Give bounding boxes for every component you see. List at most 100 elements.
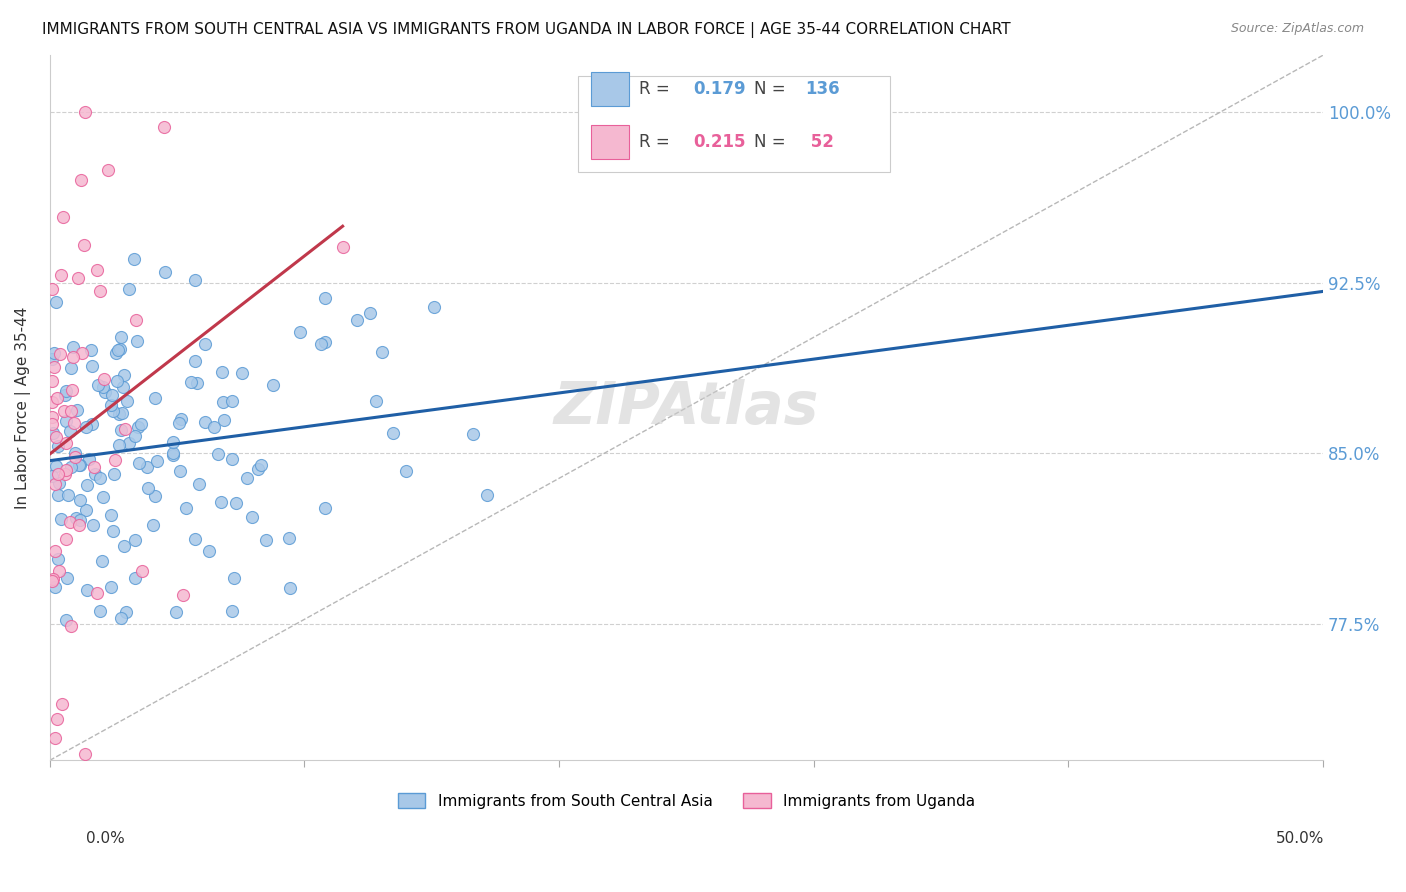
Point xyxy=(93,372,115,386)
Text: 0.0%: 0.0% xyxy=(86,831,125,846)
Point xyxy=(41,417,63,431)
Point xyxy=(80,417,103,432)
Point xyxy=(91,554,114,568)
Point xyxy=(277,531,299,545)
Point xyxy=(188,477,211,491)
Point xyxy=(97,163,120,178)
Point xyxy=(112,368,135,383)
Point xyxy=(115,394,138,409)
Point xyxy=(62,350,84,364)
Point xyxy=(162,448,184,462)
Point xyxy=(83,467,105,481)
Point xyxy=(110,610,132,624)
Point xyxy=(91,490,114,504)
Point xyxy=(153,265,176,279)
Point xyxy=(314,501,336,516)
Point xyxy=(314,334,336,349)
Point xyxy=(395,464,418,478)
Point xyxy=(42,346,65,360)
Point xyxy=(69,513,91,527)
Point xyxy=(198,544,221,558)
Point xyxy=(225,495,247,509)
Point xyxy=(236,471,259,485)
Point xyxy=(100,581,122,595)
Point xyxy=(41,351,63,366)
Text: IMMIGRANTS FROM SOUTH CENTRAL ASIA VS IMMIGRANTS FROM UGANDA IN LABOR FORCE | AG: IMMIGRANTS FROM SOUTH CENTRAL ASIA VS IM… xyxy=(42,22,1011,38)
Point xyxy=(184,532,207,546)
Point xyxy=(103,467,125,482)
Point xyxy=(46,713,69,727)
Point xyxy=(360,306,382,320)
Point xyxy=(89,284,111,298)
Point xyxy=(423,300,446,314)
Point xyxy=(55,414,77,428)
Point xyxy=(231,366,253,380)
Point xyxy=(115,605,138,619)
Point xyxy=(91,380,114,394)
Point xyxy=(46,488,69,502)
Point xyxy=(55,613,77,627)
Point xyxy=(86,263,108,277)
Point xyxy=(118,436,141,450)
Point xyxy=(44,580,66,594)
Point xyxy=(42,359,65,374)
Point xyxy=(143,489,166,503)
Point xyxy=(67,458,90,472)
Point xyxy=(125,334,148,348)
Point xyxy=(221,451,243,466)
Point xyxy=(180,376,202,390)
Point xyxy=(46,467,69,482)
Point xyxy=(146,453,169,467)
Point xyxy=(73,238,96,252)
Point xyxy=(108,438,131,452)
Bar xyxy=(591,125,628,159)
Point xyxy=(56,488,79,502)
Point xyxy=(184,273,207,287)
Point xyxy=(127,420,149,434)
Point xyxy=(59,515,82,529)
Point xyxy=(250,458,273,473)
Text: 0.215: 0.215 xyxy=(693,133,745,151)
Point xyxy=(86,586,108,600)
Point xyxy=(67,271,90,285)
Point xyxy=(80,359,103,373)
Point xyxy=(104,345,127,359)
Point xyxy=(59,403,82,417)
Point xyxy=(101,388,124,402)
Point xyxy=(143,391,166,405)
Point xyxy=(131,564,153,578)
Point xyxy=(89,471,111,485)
Point xyxy=(45,391,67,405)
Point xyxy=(278,581,301,595)
Point xyxy=(49,512,72,526)
Point xyxy=(60,360,83,375)
Point xyxy=(221,393,243,408)
Point xyxy=(221,604,243,618)
Point xyxy=(118,282,141,296)
Point xyxy=(44,543,66,558)
Point xyxy=(111,406,134,420)
Point xyxy=(129,417,152,432)
Text: 50.0%: 50.0% xyxy=(1277,831,1324,846)
Point xyxy=(162,446,184,460)
Point xyxy=(62,416,84,430)
Point xyxy=(194,415,217,429)
Point xyxy=(48,564,70,578)
Point xyxy=(45,294,67,309)
Point xyxy=(128,456,150,470)
Point xyxy=(82,517,104,532)
Point xyxy=(41,394,63,409)
Point xyxy=(166,605,188,619)
Point xyxy=(45,430,67,444)
Point xyxy=(262,378,284,392)
Point xyxy=(69,493,91,508)
Text: R =: R = xyxy=(640,80,675,98)
Point xyxy=(153,120,176,134)
Point xyxy=(382,425,405,440)
Point xyxy=(52,210,75,224)
Point xyxy=(174,501,197,516)
Point xyxy=(136,460,159,475)
Point xyxy=(124,571,146,585)
Point xyxy=(254,533,277,548)
Point xyxy=(314,291,336,305)
